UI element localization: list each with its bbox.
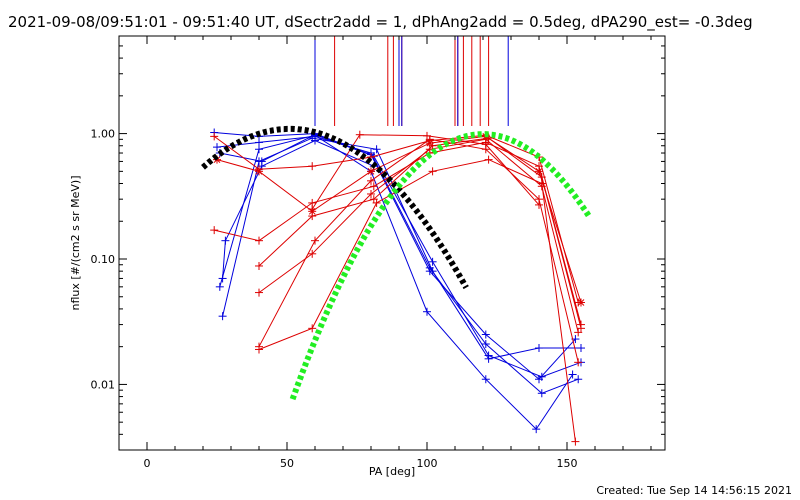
series-9 xyxy=(255,134,585,333)
data-point xyxy=(367,176,375,185)
data-point xyxy=(577,344,585,353)
data-point xyxy=(428,257,437,266)
data-point xyxy=(568,370,577,379)
data-point xyxy=(428,167,437,176)
data-point xyxy=(481,330,490,339)
series-line-2 xyxy=(219,134,582,378)
created-timestamp: Created: Tue Sep 14 14:56:15 2021 xyxy=(596,484,792,497)
series-line-7 xyxy=(216,135,582,303)
data-point xyxy=(481,375,490,384)
x-tick-label: 100 xyxy=(417,457,438,470)
series-11 xyxy=(255,155,580,446)
series-6 xyxy=(210,131,583,307)
data-point xyxy=(355,130,364,139)
data-point xyxy=(311,136,319,145)
axes: 0 50 100 150 0.01 0.10 1.00 xyxy=(91,35,665,470)
data-point xyxy=(423,307,431,316)
fit-curve-1 xyxy=(289,131,592,401)
data-point xyxy=(308,162,317,171)
data-point xyxy=(484,155,493,164)
data-point xyxy=(484,354,493,363)
data-point xyxy=(308,212,317,221)
series-12 xyxy=(255,135,583,367)
data-point xyxy=(255,288,263,297)
data-point xyxy=(428,267,437,276)
data-point xyxy=(255,342,263,351)
data-point xyxy=(571,437,580,446)
data-point xyxy=(481,140,490,149)
data-point xyxy=(255,261,263,270)
x-tick-label: 50 xyxy=(280,457,294,470)
x-axis-label: PA [deg] xyxy=(369,465,415,478)
y-tick-label: 0.01 xyxy=(91,378,116,391)
y-tick-label: 0.10 xyxy=(91,253,116,266)
data-point xyxy=(535,344,543,353)
series-line-3 xyxy=(219,134,574,430)
data-point xyxy=(221,236,230,245)
series-line-6 xyxy=(213,134,579,303)
series-line-5 xyxy=(222,140,374,279)
data-point xyxy=(577,324,585,333)
data-point xyxy=(218,274,227,283)
data-point xyxy=(213,143,221,152)
x-tick-label: 0 xyxy=(144,457,151,470)
data-point xyxy=(574,358,583,367)
data-point xyxy=(255,145,263,154)
data-point xyxy=(210,226,219,235)
chart-title: 2021-09-08/09:51:01 - 09:51:40 UT, dSect… xyxy=(8,13,753,32)
fit-curve-0 xyxy=(201,125,469,290)
data-point xyxy=(255,157,263,166)
series-7 xyxy=(213,132,585,307)
data-point xyxy=(577,298,585,307)
plot-frame xyxy=(118,35,666,451)
data-point xyxy=(537,179,546,188)
point-d2 xyxy=(255,167,263,175)
data-point xyxy=(372,198,381,207)
series-line-8 xyxy=(214,141,582,325)
y-axis-label: nflux [#/(cm2 s sr MeV)] xyxy=(69,176,82,311)
plot-marks xyxy=(201,36,592,446)
data-point xyxy=(369,182,378,191)
data-point xyxy=(311,236,319,245)
data-point xyxy=(308,249,317,258)
series-line-12 xyxy=(258,138,579,363)
point-d2 xyxy=(577,299,585,306)
data-point xyxy=(210,132,219,141)
data-point xyxy=(255,167,263,176)
data-point xyxy=(308,205,317,214)
data-point xyxy=(537,372,546,381)
y-tick-label: 1.00 xyxy=(91,128,116,141)
series-3 xyxy=(215,131,577,434)
plot-area xyxy=(201,36,592,446)
data-point xyxy=(574,328,583,337)
series-line-11 xyxy=(258,159,576,442)
data-point xyxy=(367,189,375,198)
data-point xyxy=(372,145,381,154)
data-point xyxy=(215,282,224,291)
data-point xyxy=(308,324,317,333)
series-line-4 xyxy=(222,137,581,360)
data-point xyxy=(481,340,490,349)
point-d2 xyxy=(367,167,375,175)
data-point xyxy=(367,167,375,176)
x-tick-label: 150 xyxy=(557,457,578,470)
data-point xyxy=(535,162,543,171)
data-point xyxy=(574,375,583,384)
data-point xyxy=(218,312,227,321)
data-point xyxy=(537,389,546,398)
data-point xyxy=(532,425,541,434)
series-5 xyxy=(218,136,378,283)
data-point xyxy=(255,138,263,147)
data-point xyxy=(423,131,431,140)
series-0 xyxy=(210,128,580,384)
series-13 xyxy=(308,130,543,214)
series-line-1 xyxy=(216,135,579,394)
data-point xyxy=(255,236,263,245)
data-point xyxy=(535,200,543,209)
